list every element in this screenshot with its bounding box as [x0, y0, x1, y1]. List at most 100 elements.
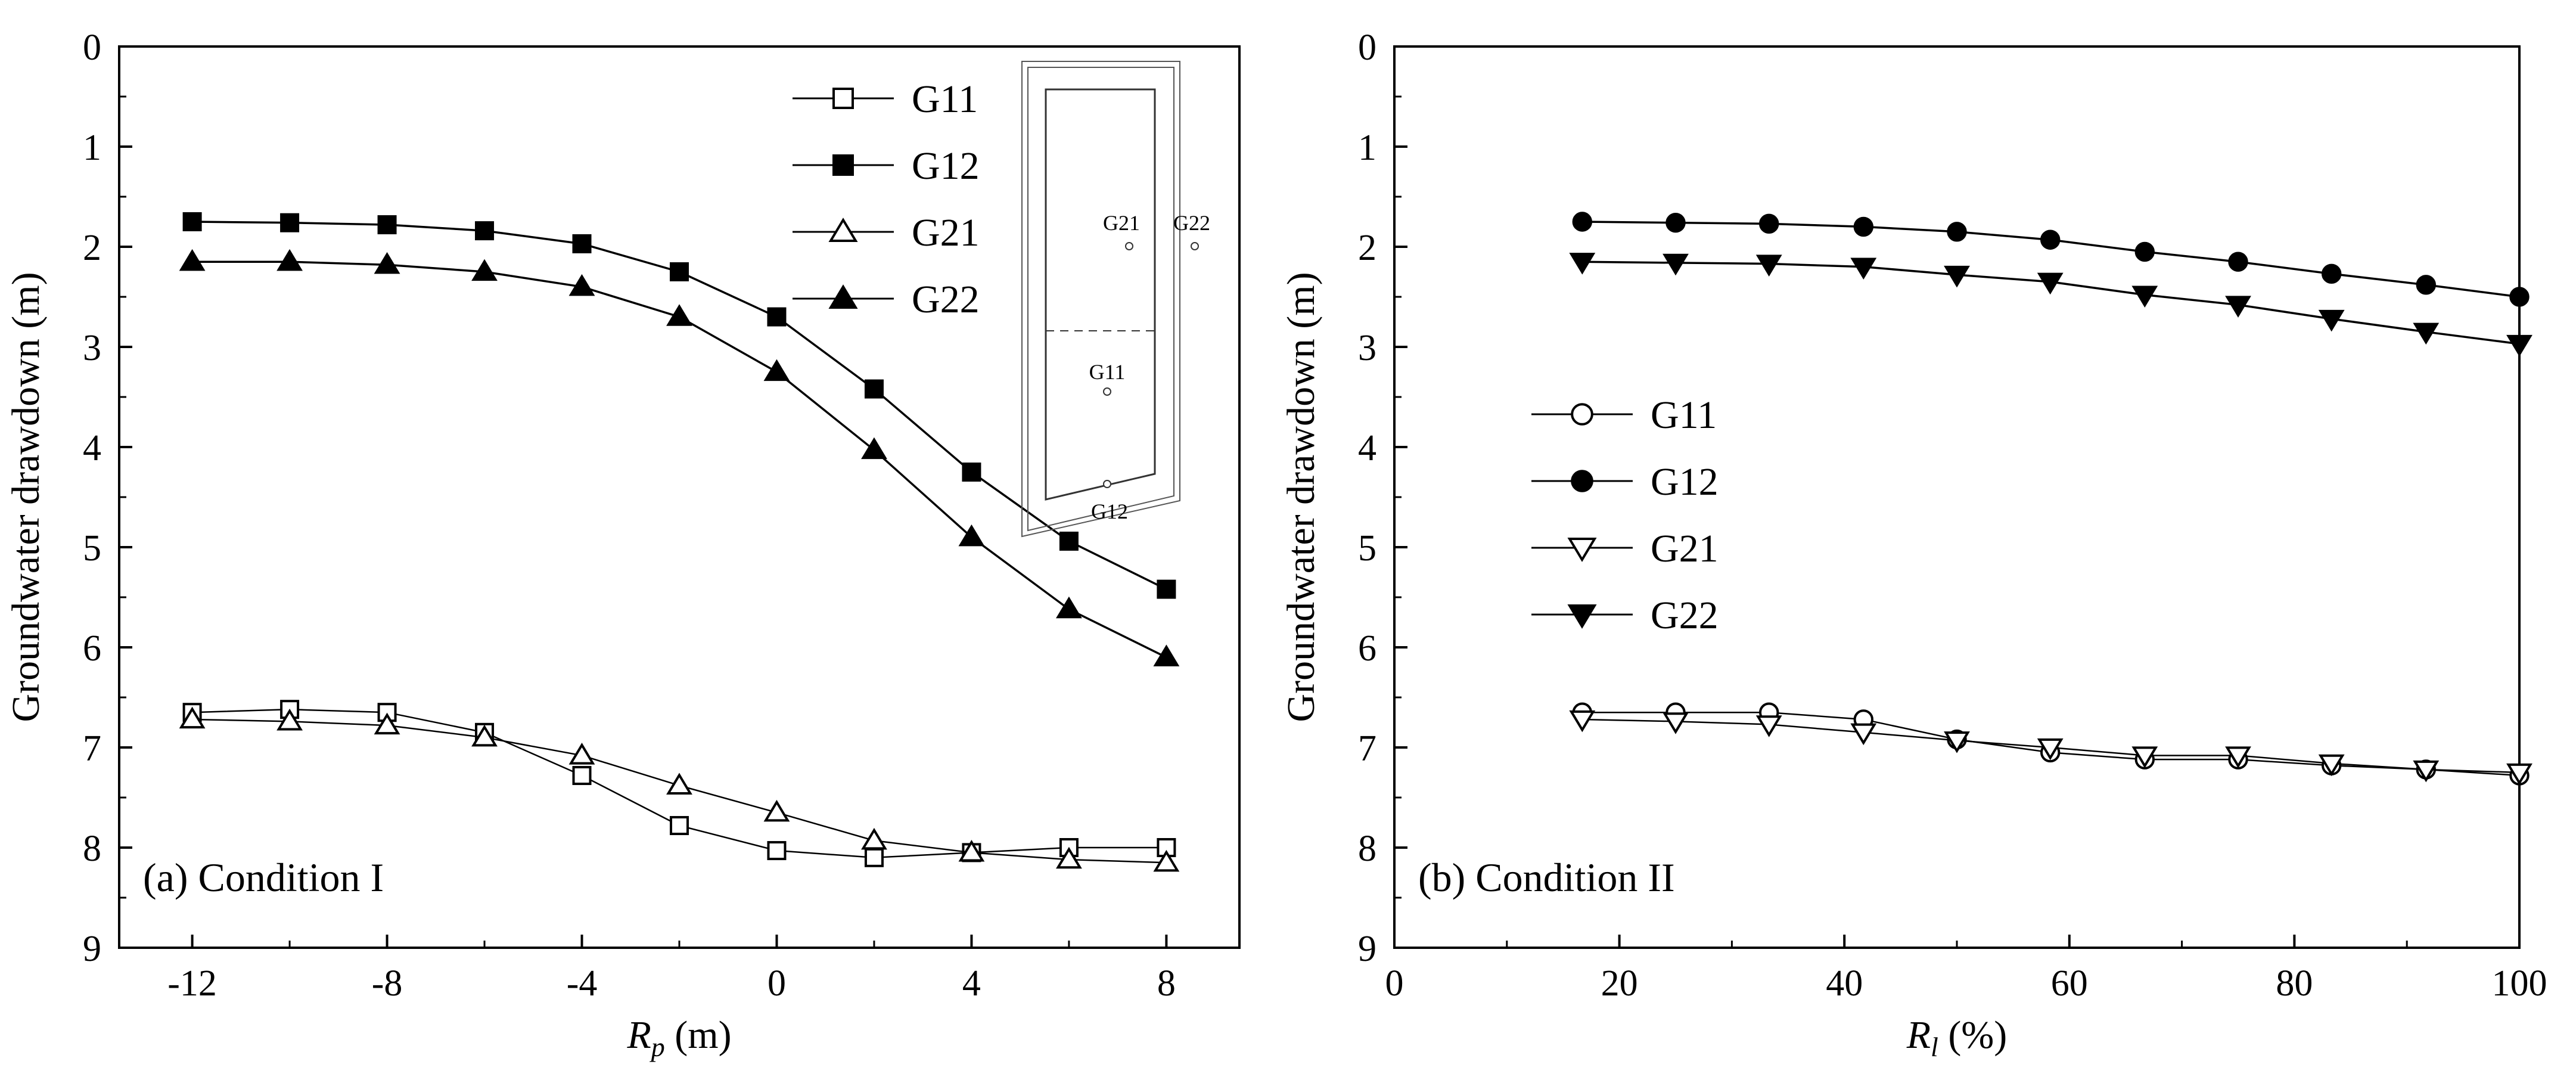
panel-label: (b) Condition II	[1418, 855, 1675, 900]
legend-item-g21: G21	[793, 211, 980, 255]
data-point	[2413, 322, 2440, 345]
data-point	[861, 437, 887, 460]
plot-frame	[118, 45, 1241, 949]
y-axis-title: Groundwater drawdown (m)	[4, 272, 48, 722]
x-tick-label: 80	[2276, 963, 2313, 1004]
y-tick-label: 9	[1358, 929, 1376, 969]
legend-label: G21	[912, 211, 980, 255]
data-point	[2131, 286, 2158, 308]
data-point	[670, 262, 689, 281]
legend-marker	[1571, 470, 1593, 492]
legend-marker	[828, 284, 858, 309]
data-point	[2134, 241, 2155, 262]
data-point	[2506, 763, 2533, 786]
legend-item-g11: G11	[1531, 393, 1717, 437]
legend-item-g12: G12	[1531, 460, 1719, 504]
y-tick-label: 3	[83, 328, 101, 368]
data-point	[2037, 738, 2064, 761]
data-point	[572, 766, 592, 786]
well-g12-marker	[1103, 480, 1111, 488]
data-point	[1153, 644, 1180, 666]
data-point	[2509, 287, 2530, 307]
data-point	[763, 359, 790, 381]
data-point	[2413, 760, 2440, 783]
data-point	[1944, 731, 1970, 753]
data-point	[861, 827, 887, 850]
data-point	[568, 743, 595, 765]
legend: G11 G12 G21 G22	[793, 77, 980, 321]
data-point	[276, 249, 303, 271]
well-g22-marker	[1191, 242, 1199, 250]
inset-outer-boundary	[1021, 61, 1180, 538]
data-point	[1759, 213, 1779, 234]
data-point	[1569, 253, 1596, 275]
x-tick-label: 8	[1157, 963, 1176, 1004]
legend-marker	[1571, 403, 1593, 426]
data-point	[471, 724, 498, 747]
well-g21-marker	[1125, 242, 1133, 250]
data-point	[1569, 710, 1596, 733]
well-g11-marker	[1103, 387, 1111, 396]
legend-label: G11	[912, 77, 978, 121]
series-g12	[182, 212, 1176, 599]
data-point	[670, 816, 689, 836]
y-tick-label: 4	[83, 428, 101, 469]
legend-label: G22	[1651, 594, 1719, 637]
data-point	[1153, 849, 1180, 872]
series-g12	[1572, 212, 2530, 307]
x-axis-title: Rp (m)	[626, 1013, 731, 1062]
y-tick-label: 8	[83, 829, 101, 869]
data-point	[1755, 255, 1782, 277]
well-g12-label: G12	[1091, 499, 1128, 523]
x-axis-title-unit: (%)	[1938, 1013, 2007, 1057]
data-point	[958, 524, 985, 547]
data-point	[475, 221, 495, 241]
data-point	[276, 708, 303, 731]
x-tick-label: -8	[372, 963, 403, 1004]
y-tick-label: 4	[1358, 428, 1376, 469]
data-point	[1663, 253, 1689, 276]
data-point	[2131, 746, 2158, 768]
series-g22	[1569, 253, 2533, 357]
data-point	[1056, 596, 1082, 619]
y-tick-label: 2	[1358, 228, 1376, 268]
legend-marker	[1567, 538, 1597, 562]
y-tick-label: 6	[83, 628, 101, 669]
y-axis-title: Groundwater drawdown (m)	[1279, 272, 1323, 722]
x-tick-label: -12	[167, 963, 217, 1004]
x-axis-title: Rl (%)	[1906, 1013, 2008, 1062]
site-plan-inset: G21 G22 G11 G12	[1021, 61, 1210, 538]
data-point	[280, 213, 300, 232]
data-point	[2225, 296, 2251, 318]
x-tick-label: 4	[962, 963, 981, 1004]
legend-label: G11	[1651, 393, 1717, 437]
data-point	[864, 379, 884, 399]
x-axis-title-unit: (m)	[665, 1013, 732, 1057]
data-point	[767, 307, 787, 327]
y-tick-label: 7	[83, 728, 101, 769]
x-tick-label: 40	[1826, 963, 1863, 1004]
data-point	[2318, 309, 2345, 332]
y-tick-label: 6	[1358, 628, 1376, 669]
plot-frame	[1393, 45, 2521, 949]
inset-middle-boundary	[1027, 67, 1174, 532]
y-tick-label: 0	[83, 27, 101, 68]
data-point	[1157, 579, 1176, 599]
data-point	[2322, 263, 2342, 284]
well-g22-label: G22	[1173, 211, 1210, 235]
data-point	[666, 304, 692, 326]
data-point	[763, 799, 790, 822]
data-point	[962, 463, 981, 482]
x-axis-title-var: R	[626, 1013, 651, 1057]
y-tick-label: 5	[1358, 528, 1376, 569]
data-point	[374, 252, 400, 274]
x-tick-label: -4	[567, 963, 598, 1004]
x-tick-label: 20	[1601, 963, 1638, 1004]
data-point	[2037, 272, 2064, 295]
data-point	[1572, 212, 1592, 232]
legend-label: G12	[1651, 460, 1719, 504]
legend-marker	[1567, 604, 1597, 629]
legend-label: G21	[1651, 527, 1719, 570]
x-axis-title-var: R	[1906, 1013, 1931, 1057]
